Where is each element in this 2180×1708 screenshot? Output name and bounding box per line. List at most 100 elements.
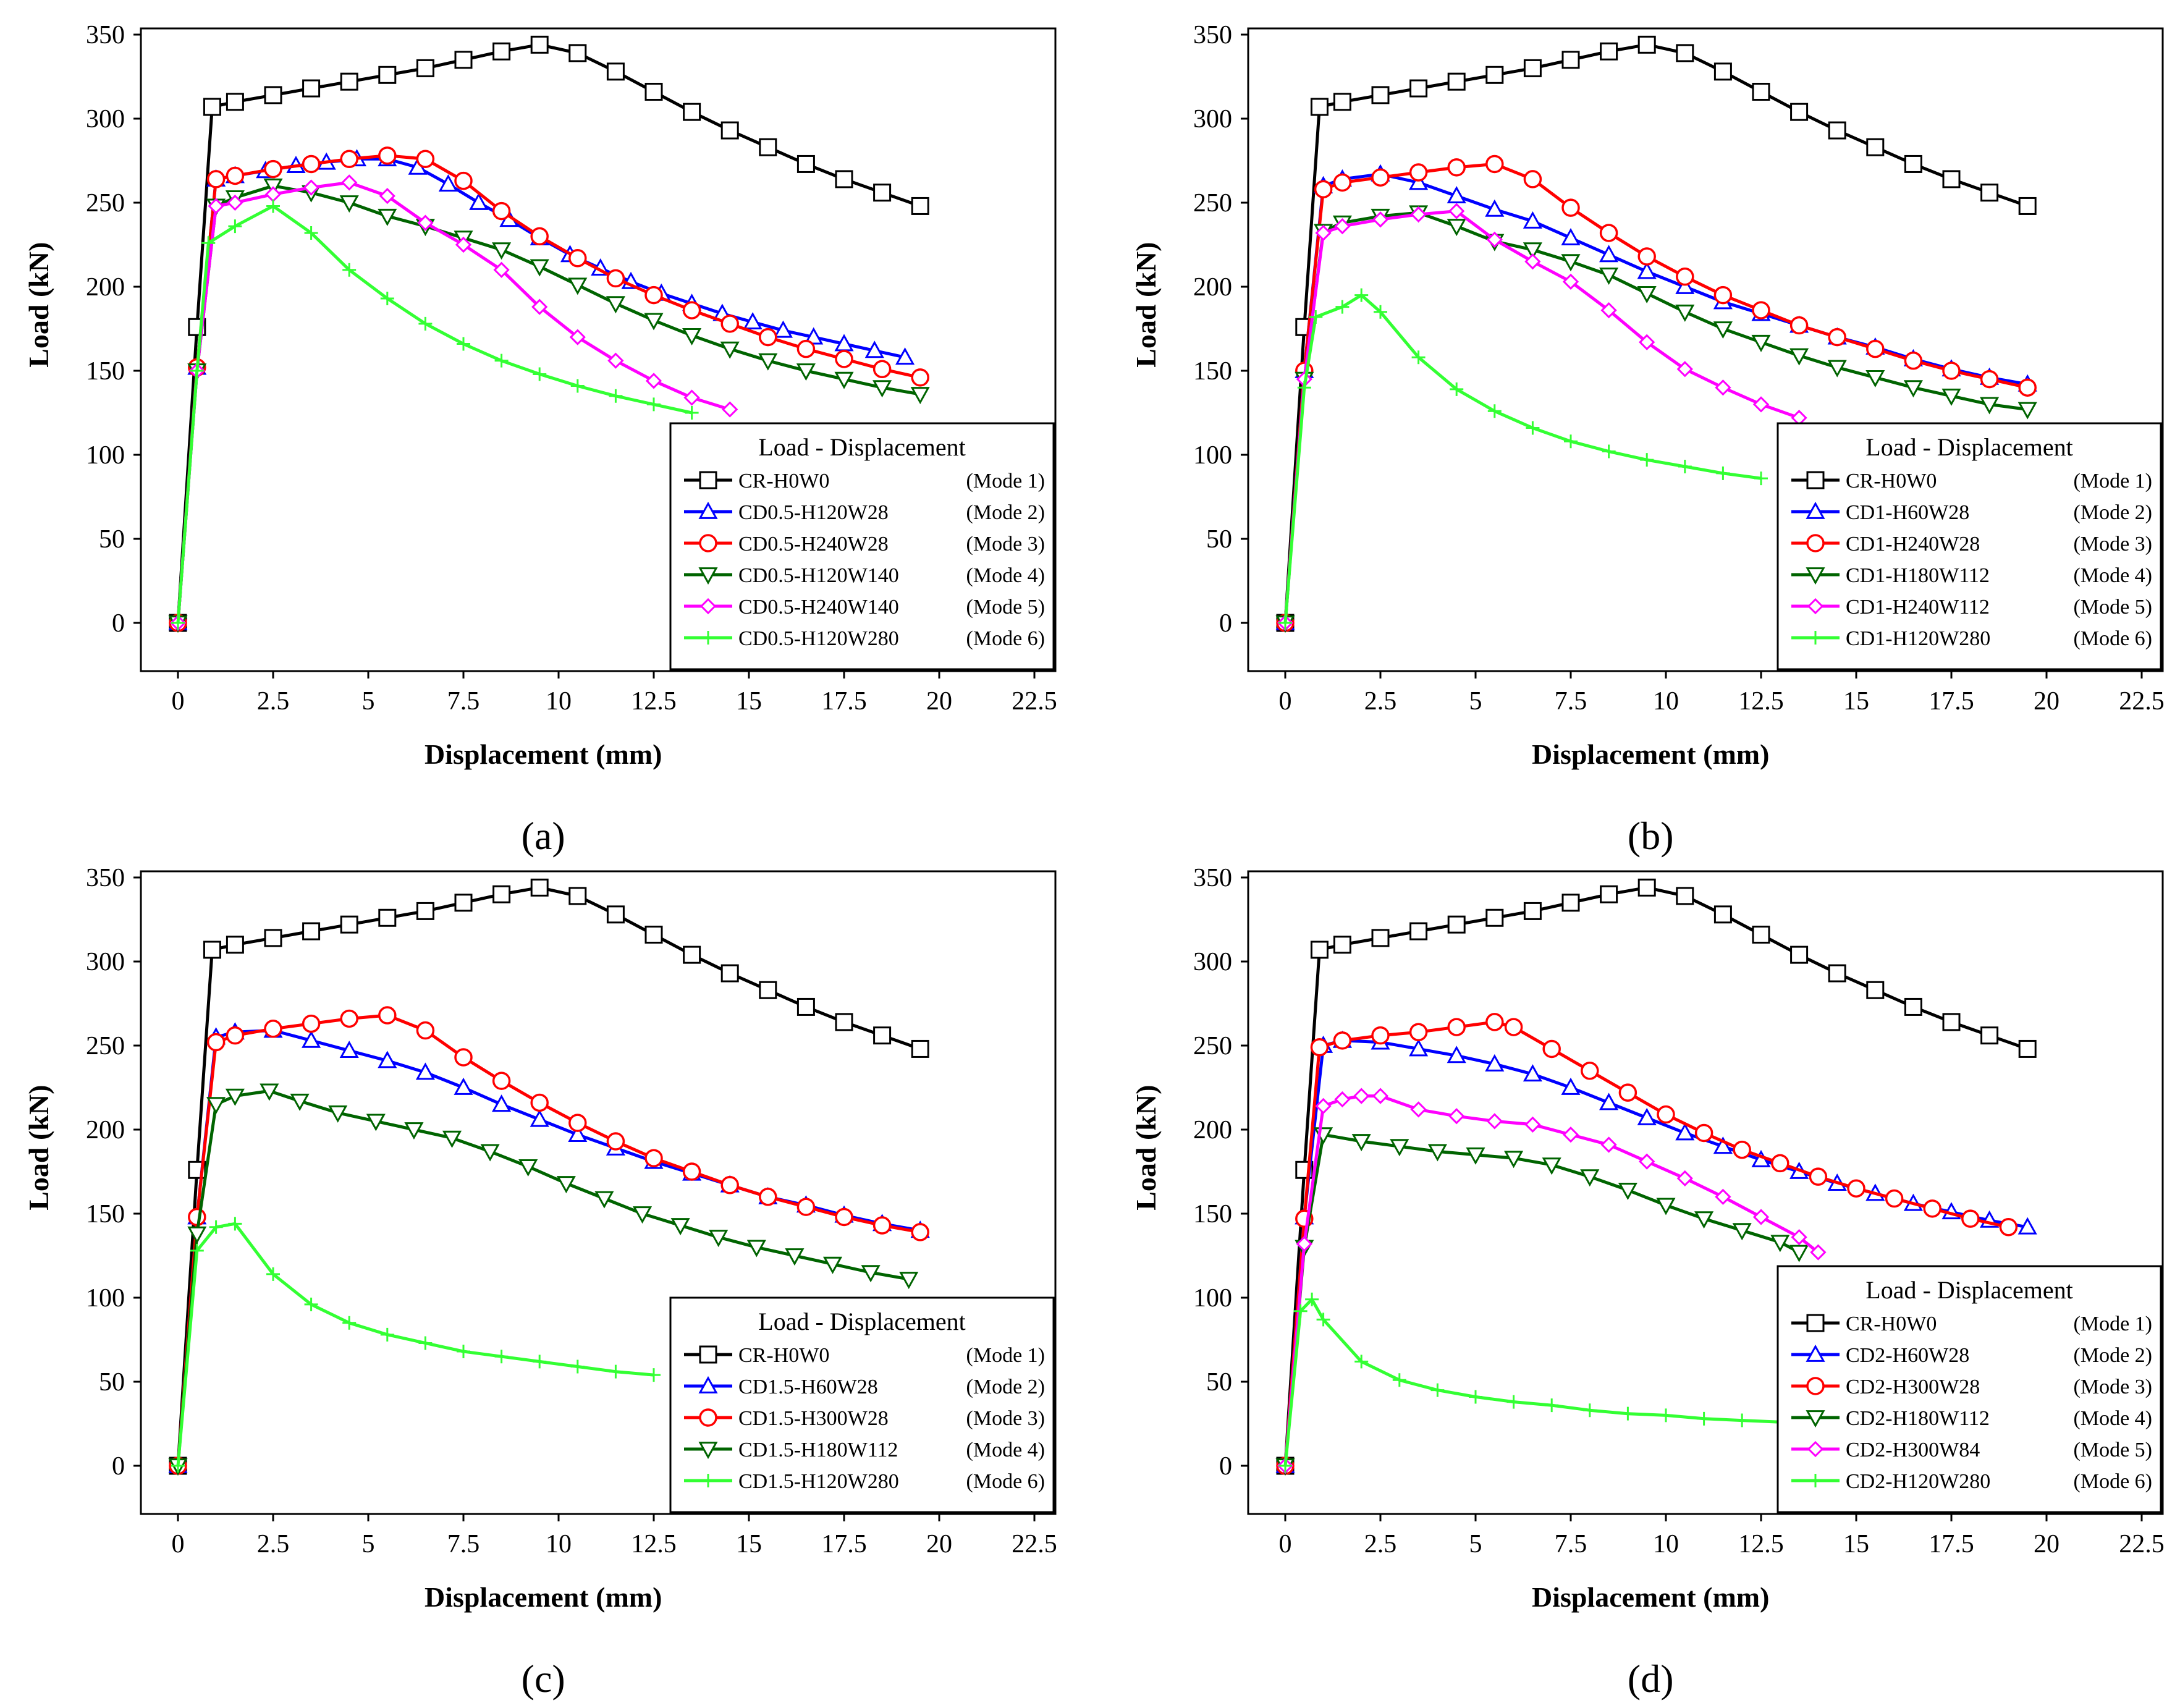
data-point	[264, 159, 282, 179]
series-line	[176, 43, 921, 624]
data-point	[1430, 1383, 1445, 1397]
data-point	[1676, 267, 1694, 286]
data-point	[1310, 98, 1329, 116]
data-point	[1675, 276, 1695, 294]
y-tick-label: 150	[1193, 357, 1232, 386]
data-point	[492, 885, 511, 903]
x-axis-title: Displacement (mm)	[425, 1581, 662, 1613]
data-point	[1754, 471, 1768, 486]
legend-entry-name: CR-H0W0	[1846, 1313, 1937, 1335]
data-point	[873, 1026, 892, 1045]
x-tick-label: 0	[1279, 687, 1292, 716]
x-tick-label: 5	[1469, 1530, 1482, 1558]
y-tick-label: 0	[112, 609, 125, 638]
data-point	[1676, 361, 1693, 378]
data-point	[302, 1014, 321, 1033]
legend-entry-name: CD0.5-H120W280	[738, 627, 899, 650]
data-point	[480, 1144, 500, 1162]
data-point	[759, 981, 777, 999]
x-tick-label: 10	[1653, 687, 1679, 716]
data-point	[1713, 62, 1732, 81]
data-point	[1427, 1144, 1447, 1162]
series-group	[168, 35, 930, 633]
data-point	[569, 329, 586, 345]
data-point	[1447, 72, 1466, 91]
data-point	[568, 887, 587, 905]
data-point	[415, 1062, 435, 1080]
data-point	[606, 269, 625, 288]
data-point	[1713, 285, 1733, 305]
series-group	[1275, 878, 2037, 1476]
data-point	[645, 373, 662, 389]
legend-entry-name: CD0.5-H240W28	[738, 533, 889, 556]
data-point	[1941, 388, 1961, 406]
series-line	[176, 1013, 921, 1466]
data-point	[568, 277, 588, 295]
data-point	[226, 1026, 245, 1045]
legend-entry-name: CD2-H300W84	[1846, 1439, 1980, 1461]
data-point	[1637, 35, 1656, 54]
data-point	[1716, 466, 1730, 480]
data-point	[378, 146, 397, 165]
data-point	[1599, 1093, 1619, 1110]
x-tick-label: 7.5	[1555, 1530, 1587, 1558]
data-point	[1866, 339, 1885, 358]
y-tick-label: 100	[1193, 441, 1232, 470]
legend-entry-name: CD2-H180W112	[1846, 1407, 1990, 1430]
data-point	[1866, 981, 1885, 999]
data-point	[418, 1336, 433, 1350]
data-point	[438, 174, 458, 192]
y-tick-label: 300	[1193, 105, 1232, 133]
data-point	[1752, 301, 1770, 319]
x-tick-label: 15	[736, 1530, 762, 1558]
data-point	[302, 1030, 321, 1048]
data-point	[1526, 421, 1540, 435]
data-point	[1315, 1097, 1332, 1115]
data-point	[1600, 302, 1617, 319]
legend-entry-mode: (Mode 6)	[2074, 1470, 2152, 1493]
data-point	[1865, 370, 1885, 387]
chart-panel: 0 50 100 150 200 250 300 350 0 2.5 5 7.5 10 12.5 15 17.…	[1130, 864, 2165, 1701]
y-tick-label: 200	[86, 1116, 125, 1144]
data-point	[570, 1359, 585, 1374]
x-tick-label: 15	[1843, 1530, 1869, 1558]
legend-entry-mode: (Mode 5)	[2074, 596, 2152, 619]
data-point	[302, 922, 321, 941]
x-tick-label: 22.5	[1012, 1530, 1057, 1558]
series-line	[176, 886, 921, 1466]
data-point	[1353, 1088, 1370, 1104]
data-point	[1980, 184, 1999, 202]
data-point	[340, 915, 358, 934]
y-tick-label: 150	[1193, 1200, 1232, 1228]
data-point	[1694, 1123, 1713, 1143]
data-point	[1447, 1046, 1466, 1063]
data-point	[568, 44, 587, 62]
x-tick-label: 15	[736, 687, 762, 716]
y-tick-label: 100	[86, 1284, 125, 1313]
y-axis-title: Load (kN)	[1130, 242, 1162, 368]
data-point	[1752, 396, 1770, 413]
series-line	[176, 184, 921, 624]
data-point	[720, 341, 740, 359]
legend-entry-mode: (Mode 4)	[966, 564, 1045, 587]
data-point	[683, 103, 701, 121]
y-axis-title: Load (kN)	[23, 1085, 54, 1211]
data-point	[1506, 1395, 1521, 1409]
data-point	[1752, 925, 1770, 944]
x-tick-label: 20	[2034, 687, 2060, 716]
legend-entry-mode: (Mode 2)	[2074, 1344, 2152, 1367]
legend-swatch-marker	[701, 1474, 715, 1487]
legend-entry-mode: (Mode 6)	[2074, 627, 2152, 650]
legend-entry-name: CR-H0W0	[1846, 470, 1937, 493]
data-point	[227, 194, 243, 211]
x-tick-label: 20	[926, 1530, 952, 1558]
plot-frame	[1247, 27, 2164, 672]
legend-entry-mode: (Mode 2)	[2074, 501, 2152, 524]
legend-title: Load - Displacement	[758, 1308, 965, 1335]
data-point	[1640, 453, 1654, 467]
x-tick-label: 17.5	[821, 687, 867, 716]
data-point	[1581, 1062, 1599, 1080]
data-point	[759, 328, 777, 347]
data-point	[290, 1093, 310, 1111]
series-line	[176, 1222, 654, 1466]
